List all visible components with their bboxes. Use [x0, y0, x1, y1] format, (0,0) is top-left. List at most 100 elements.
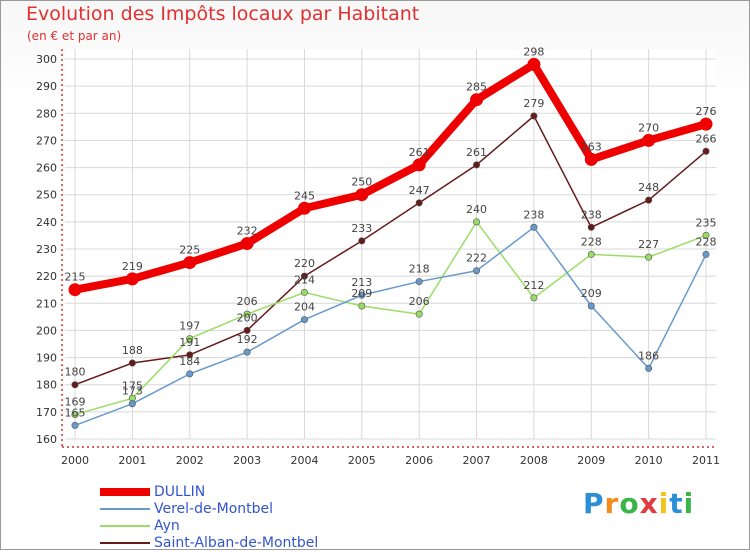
- data-label: 204: [294, 301, 315, 314]
- data-point: [358, 302, 366, 310]
- y-tick-label: 250: [36, 189, 57, 202]
- y-tick-label: 230: [36, 243, 57, 256]
- data-point: [186, 370, 194, 378]
- data-label: 261: [409, 146, 430, 159]
- data-point: [415, 310, 423, 318]
- data-label: 250: [351, 176, 372, 189]
- data-label: 266: [696, 132, 717, 145]
- logo-letter: o: [619, 487, 640, 520]
- data-label: 209: [581, 287, 602, 300]
- y-tick-label: 190: [36, 352, 57, 365]
- y-tick-label: 170: [36, 406, 57, 419]
- data-label: 248: [638, 181, 659, 194]
- data-label: 270: [638, 121, 659, 134]
- y-tick-label: 200: [36, 324, 57, 337]
- data-point: [702, 250, 710, 258]
- data-label: 165: [65, 406, 86, 419]
- data-label: 212: [523, 279, 544, 292]
- y-tick-label: 210: [36, 297, 57, 310]
- logo-letter: t: [669, 487, 684, 520]
- data-label: 180: [65, 366, 86, 379]
- data-label: 219: [122, 260, 143, 273]
- proxiti-logo: Proxiti: [583, 487, 694, 520]
- data-label: 235: [696, 216, 717, 229]
- line-chart: 160 170 180 190 200 210 220 230 240 250 260 270 280 2…: [36, 45, 720, 467]
- data-label: 285: [466, 81, 487, 94]
- data-point: [300, 316, 308, 324]
- data-label: 238: [523, 208, 544, 221]
- data-label: 184: [179, 355, 200, 368]
- x-tick-label: 2003: [233, 454, 261, 467]
- chart-legend: DULLIN Verel-de-Montbel Ayn Saint-Alban-de-…: [100, 484, 400, 552]
- legend-item: Ayn: [100, 518, 400, 535]
- data-point: [186, 351, 194, 359]
- legend-swatch: [100, 525, 150, 527]
- data-point: [71, 421, 79, 429]
- data-point: [587, 302, 595, 310]
- data-point: [642, 133, 656, 147]
- logo-letter: r: [604, 487, 620, 520]
- x-tick-label: 2004: [290, 454, 318, 467]
- y-tick-label: 160: [36, 433, 57, 446]
- y-tick-label: 220: [36, 270, 57, 283]
- y-tick-label: 290: [36, 80, 57, 93]
- data-point: [358, 237, 366, 245]
- data-point: [473, 218, 481, 226]
- data-label: 276: [696, 105, 717, 118]
- y-tick-label: 180: [36, 379, 57, 392]
- data-label: 247: [409, 184, 430, 197]
- data-point: [358, 291, 366, 299]
- data-point: [128, 400, 136, 408]
- data-label: 263: [581, 140, 602, 153]
- data-point: [240, 237, 254, 251]
- data-point: [243, 348, 251, 356]
- data-point: [702, 231, 710, 239]
- data-point: [584, 152, 598, 166]
- data-point: [587, 250, 595, 258]
- data-label: 213: [351, 276, 372, 289]
- data-label: 298: [523, 45, 544, 58]
- data-point: [699, 117, 713, 131]
- data-label: 220: [294, 257, 315, 270]
- y-tick-label: 300: [36, 53, 57, 66]
- legend-swatch: [100, 488, 150, 496]
- logo-letter: P: [583, 487, 605, 520]
- x-tick-label: 2006: [405, 454, 433, 467]
- data-point: [71, 381, 79, 389]
- series-line-3: [74, 115, 707, 386]
- data-point: [128, 359, 136, 367]
- data-point: [355, 188, 369, 202]
- legend-item: DULLIN: [100, 484, 400, 501]
- data-point: [297, 201, 311, 215]
- data-point: [645, 364, 653, 372]
- data-label: 197: [179, 320, 200, 333]
- data-point: [527, 57, 541, 71]
- data-label: 261: [466, 146, 487, 159]
- data-label: 228: [581, 235, 602, 248]
- x-tick-label: 2008: [520, 454, 548, 467]
- y-tick-label: 240: [36, 216, 57, 229]
- logo-letter: x: [639, 487, 659, 520]
- data-label: 232: [237, 225, 258, 238]
- legend-item: Verel-de-Montbel: [100, 501, 400, 518]
- series-line-1: [74, 226, 707, 427]
- data-point: [645, 253, 653, 261]
- data-point: [470, 93, 484, 107]
- data-point: [415, 278, 423, 286]
- data-label: 225: [179, 244, 200, 257]
- data-point: [243, 310, 251, 318]
- x-tick-label: 2007: [463, 454, 491, 467]
- legend-label: Ayn: [154, 518, 180, 534]
- data-point: [645, 196, 653, 204]
- x-tick-label: 2009: [577, 454, 605, 467]
- plot-area: [65, 49, 716, 439]
- data-label: 209: [351, 287, 372, 300]
- series-line-2: [74, 221, 707, 416]
- data-label: 218: [409, 263, 430, 276]
- data-point: [412, 158, 426, 172]
- legend-swatch: [100, 508, 150, 510]
- data-label: 214: [294, 273, 315, 286]
- data-label: 191: [179, 336, 200, 349]
- chart-subtitle: (en € et par an): [27, 29, 122, 43]
- x-tick-label: 2011: [692, 454, 720, 467]
